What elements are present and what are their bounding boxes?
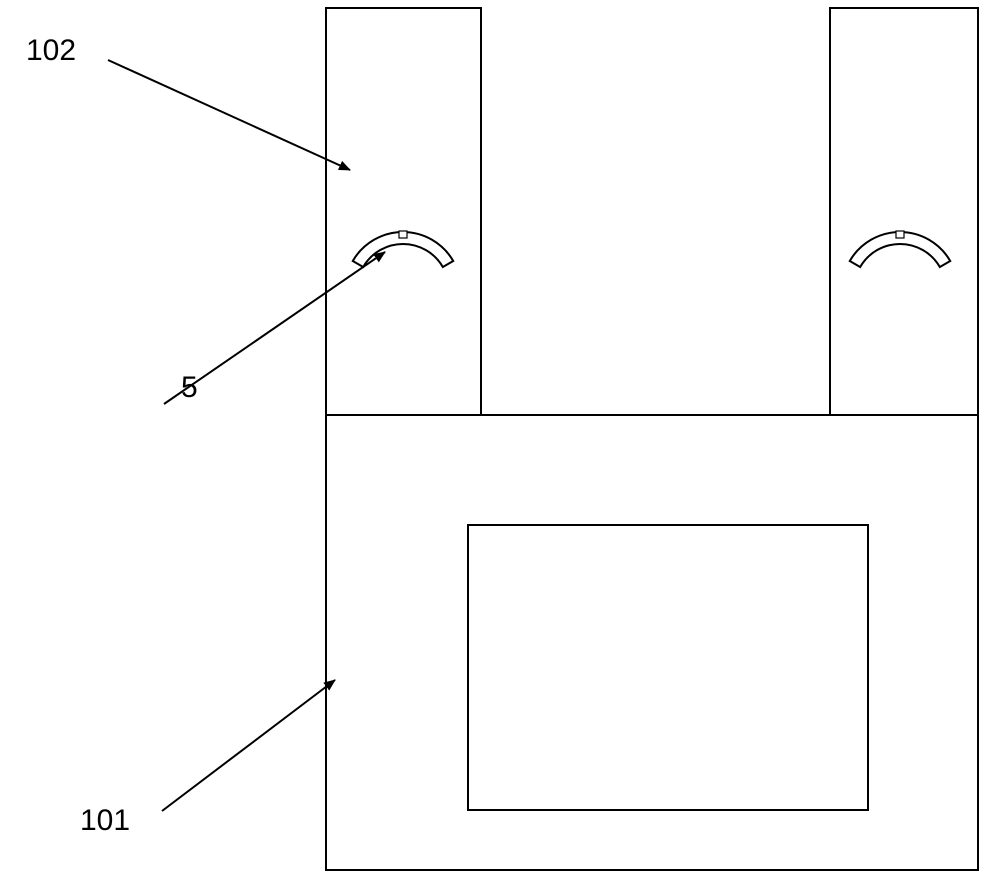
- arc-right-notch: [896, 231, 904, 238]
- leader-101: [162, 680, 335, 811]
- leader-102: [108, 60, 350, 170]
- label-5: 5: [181, 371, 198, 404]
- label-101: 101: [80, 804, 130, 837]
- base-block: [326, 415, 978, 870]
- technical-diagram: 102 5 101: [0, 0, 1000, 884]
- diagram-callouts: 102 5 101: [26, 34, 385, 837]
- arc-left-notch: [399, 231, 407, 238]
- label-102: 102: [26, 34, 76, 67]
- diagram-shapes: [326, 8, 978, 870]
- inner-window: [468, 525, 868, 810]
- right-tower: [830, 8, 978, 415]
- left-tower: [326, 8, 481, 415]
